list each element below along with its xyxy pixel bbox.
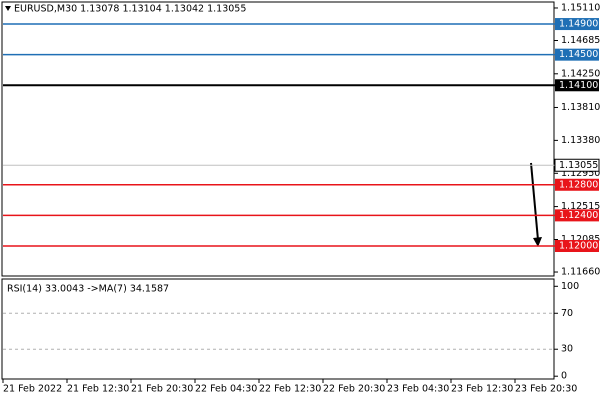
menu-icon (5, 6, 11, 11)
y-tick-label: 1.14250 (561, 68, 600, 79)
y-tick-label: 1.12950 (561, 168, 600, 179)
arrow-head (533, 237, 542, 247)
y-tick-label: 100 (561, 281, 579, 292)
arrow (530, 162, 539, 241)
level-label: 1.14500 (559, 49, 598, 60)
level-label: 1.12800 (559, 179, 598, 190)
level-label-bg (555, 178, 599, 191)
y-tick-label: 1.12515 (561, 201, 600, 212)
y-tick-label: 1.15110 (561, 2, 600, 13)
rsi-title: RSI(14) 33.0043 ->MA(7) 34.1587 (7, 284, 169, 295)
y-tick-label: 1.11660 (561, 267, 600, 278)
y-tick-label: 1.14685 (561, 35, 600, 46)
x-tick-label: 23 Feb 12:30 (451, 384, 513, 395)
level-label: 1.14900 (559, 19, 598, 30)
y-tick-label: 1.13810 (561, 102, 600, 113)
rsi-frame (1, 278, 555, 380)
x-tick-label: 22 Feb 04:30 (195, 384, 257, 395)
x-tick-label: 23 Feb 04:30 (387, 384, 449, 395)
level-label: 1.12000 (559, 240, 598, 251)
level-label-bg (555, 239, 599, 252)
x-tick-label: 22 Feb 12:30 (259, 384, 321, 395)
level-label: 1.12400 (559, 210, 598, 221)
chart-title: EURUSD,M30 1.13078 1.13104 1.13042 1.130… (14, 4, 246, 15)
x-tick-label: 23 Feb 20:30 (515, 384, 577, 395)
last-price-bg (554, 158, 600, 172)
y-tick-label: 1.13380 (561, 135, 600, 146)
level-label-bg (555, 48, 599, 61)
y-tick-label: 30 (561, 344, 573, 355)
y-tick-label: 0 (561, 371, 567, 382)
level-label-bg (555, 209, 599, 222)
main-frame (1, 1, 555, 277)
x-tick-label: 22 Feb 20:30 (323, 384, 385, 395)
x-tick-label: 21 Feb 2022 (3, 384, 62, 395)
level-label: 1.14100 (559, 80, 598, 91)
level-label-bg (555, 18, 599, 31)
last-price-label: 1.13055 (559, 160, 598, 171)
x-tick-label: 21 Feb 20:30 (131, 384, 193, 395)
level-label-bg (555, 79, 599, 92)
y-tick-label: 70 (561, 308, 573, 319)
x-tick-label: 21 Feb 12:30 (67, 384, 129, 395)
y-tick-label: 1.12085 (561, 234, 600, 245)
